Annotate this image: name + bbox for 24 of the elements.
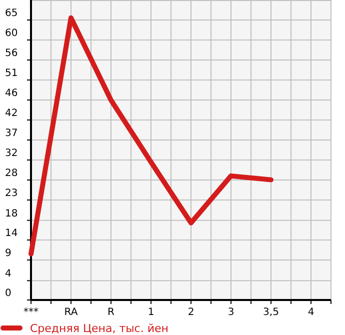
x-tick-label: 1 xyxy=(148,307,154,318)
x-tick-label: RA xyxy=(64,307,78,318)
y-tick-label: 23 xyxy=(5,188,18,200)
x-tick-label: R xyxy=(108,307,115,318)
y-tick-label: 28 xyxy=(5,168,18,179)
x-tick-label: 2 xyxy=(188,307,194,318)
y-tick-label: 9 xyxy=(5,248,12,259)
y-tick-label: 4 xyxy=(5,268,12,280)
y-tick-label: 46 xyxy=(5,88,18,99)
y-tick-label: 18 xyxy=(5,208,18,220)
legend-label: Средняя Цена, тыс. йен xyxy=(30,322,168,335)
y-tick-label: 42 xyxy=(5,108,18,119)
x-tick-label: 3,5 xyxy=(263,307,279,318)
y-tick-label: 65 xyxy=(5,8,18,19)
y-tick-label: 14 xyxy=(5,228,18,239)
y-tick-label: 60 xyxy=(5,28,18,39)
y-tick-label: 0 xyxy=(5,288,12,299)
y-tick-label: 37 xyxy=(5,128,18,140)
x-tick-label: 4 xyxy=(308,307,314,318)
y-tick-label: 32 xyxy=(5,148,18,159)
x-tick-label: *** xyxy=(24,307,38,318)
x-tick-label: 3 xyxy=(228,307,234,318)
y-tick-label: 51 xyxy=(5,68,18,79)
y-tick-label: 56 xyxy=(5,48,18,60)
